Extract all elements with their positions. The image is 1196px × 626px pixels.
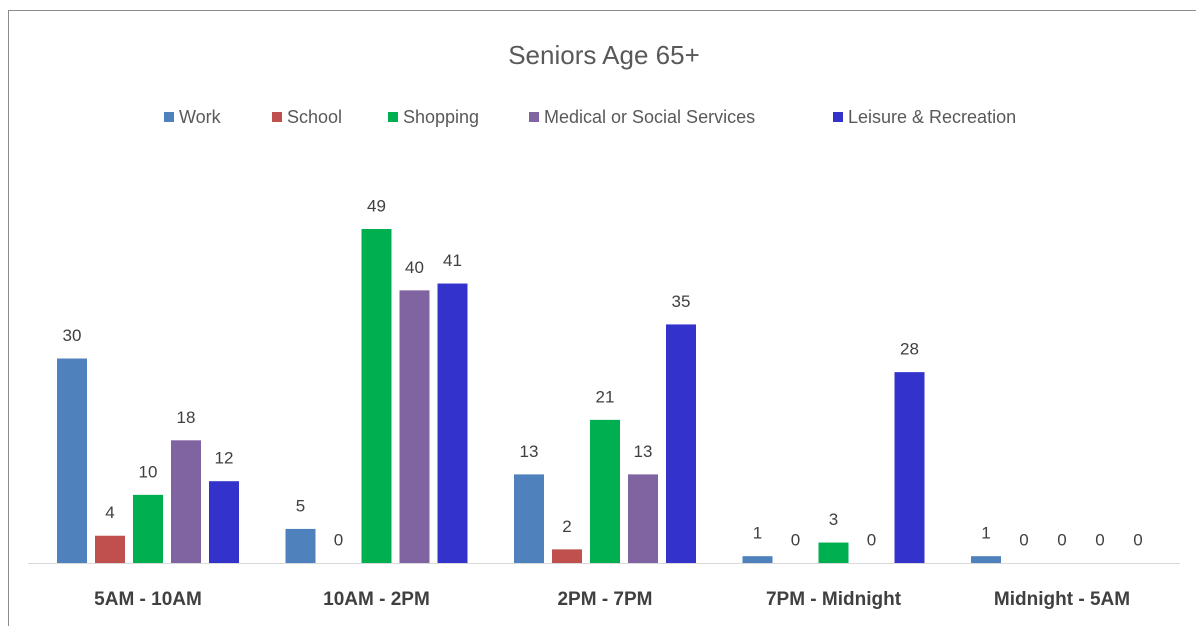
x-tick-label: 7PM - Midnight [766, 589, 902, 610]
data-label: 35 [672, 292, 691, 311]
data-label: 0 [1133, 530, 1142, 549]
data-label: 10 [139, 462, 158, 481]
data-label: 30 [63, 326, 82, 345]
data-label: 21 [596, 387, 615, 406]
bar [57, 358, 87, 563]
bar [666, 324, 696, 563]
bar [971, 556, 1001, 563]
data-label: 0 [1019, 530, 1028, 549]
bar [894, 372, 925, 563]
data-label: 18 [177, 408, 196, 427]
legend-swatch [388, 112, 398, 122]
bar [285, 528, 316, 563]
data-label: 0 [334, 530, 343, 549]
data-label: 4 [105, 503, 114, 522]
data-label: 5 [296, 496, 305, 515]
bar [590, 419, 620, 563]
bar [95, 535, 125, 563]
bar [437, 283, 468, 563]
legend-label: Leisure & Recreation [848, 107, 1016, 127]
data-label: 13 [634, 442, 653, 461]
bar [628, 474, 658, 563]
legend-swatch [272, 112, 282, 122]
legend-label: Medical or Social Services [544, 107, 755, 127]
data-label: 12 [215, 449, 234, 468]
legend-label: Work [179, 107, 222, 127]
bar [209, 481, 239, 563]
legend-swatch [164, 112, 174, 122]
legend-label: School [287, 107, 342, 127]
legend-swatch [833, 112, 843, 122]
bar [133, 494, 163, 563]
data-label: 2 [562, 517, 571, 536]
bar [514, 474, 544, 563]
data-label: 3 [829, 510, 838, 529]
bar [742, 556, 773, 563]
legend-label: Shopping [403, 107, 479, 127]
data-label: 1 [981, 524, 990, 543]
x-tick-label: 2PM - 7PM [557, 589, 652, 610]
bar [171, 440, 201, 563]
data-label: 41 [443, 251, 462, 270]
legend-swatch [529, 112, 539, 122]
bar [818, 542, 849, 563]
bar [361, 229, 392, 563]
data-label: 0 [867, 530, 876, 549]
chart-title: Seniors Age 65+ [508, 40, 700, 70]
data-label: 40 [405, 258, 424, 277]
data-label: 1 [753, 524, 762, 543]
x-tick-label: 5AM - 10AM [94, 589, 202, 610]
bar [399, 290, 430, 563]
data-label: 0 [1095, 530, 1104, 549]
x-tick-label: Midnight - 5AM [994, 589, 1130, 610]
data-label: 0 [1057, 530, 1066, 549]
data-label: 0 [791, 530, 800, 549]
data-label: 13 [520, 442, 539, 461]
data-label: 28 [900, 340, 919, 359]
data-label: 49 [367, 196, 386, 215]
x-tick-label: 10AM - 2PM [323, 589, 430, 610]
bar [552, 549, 582, 563]
